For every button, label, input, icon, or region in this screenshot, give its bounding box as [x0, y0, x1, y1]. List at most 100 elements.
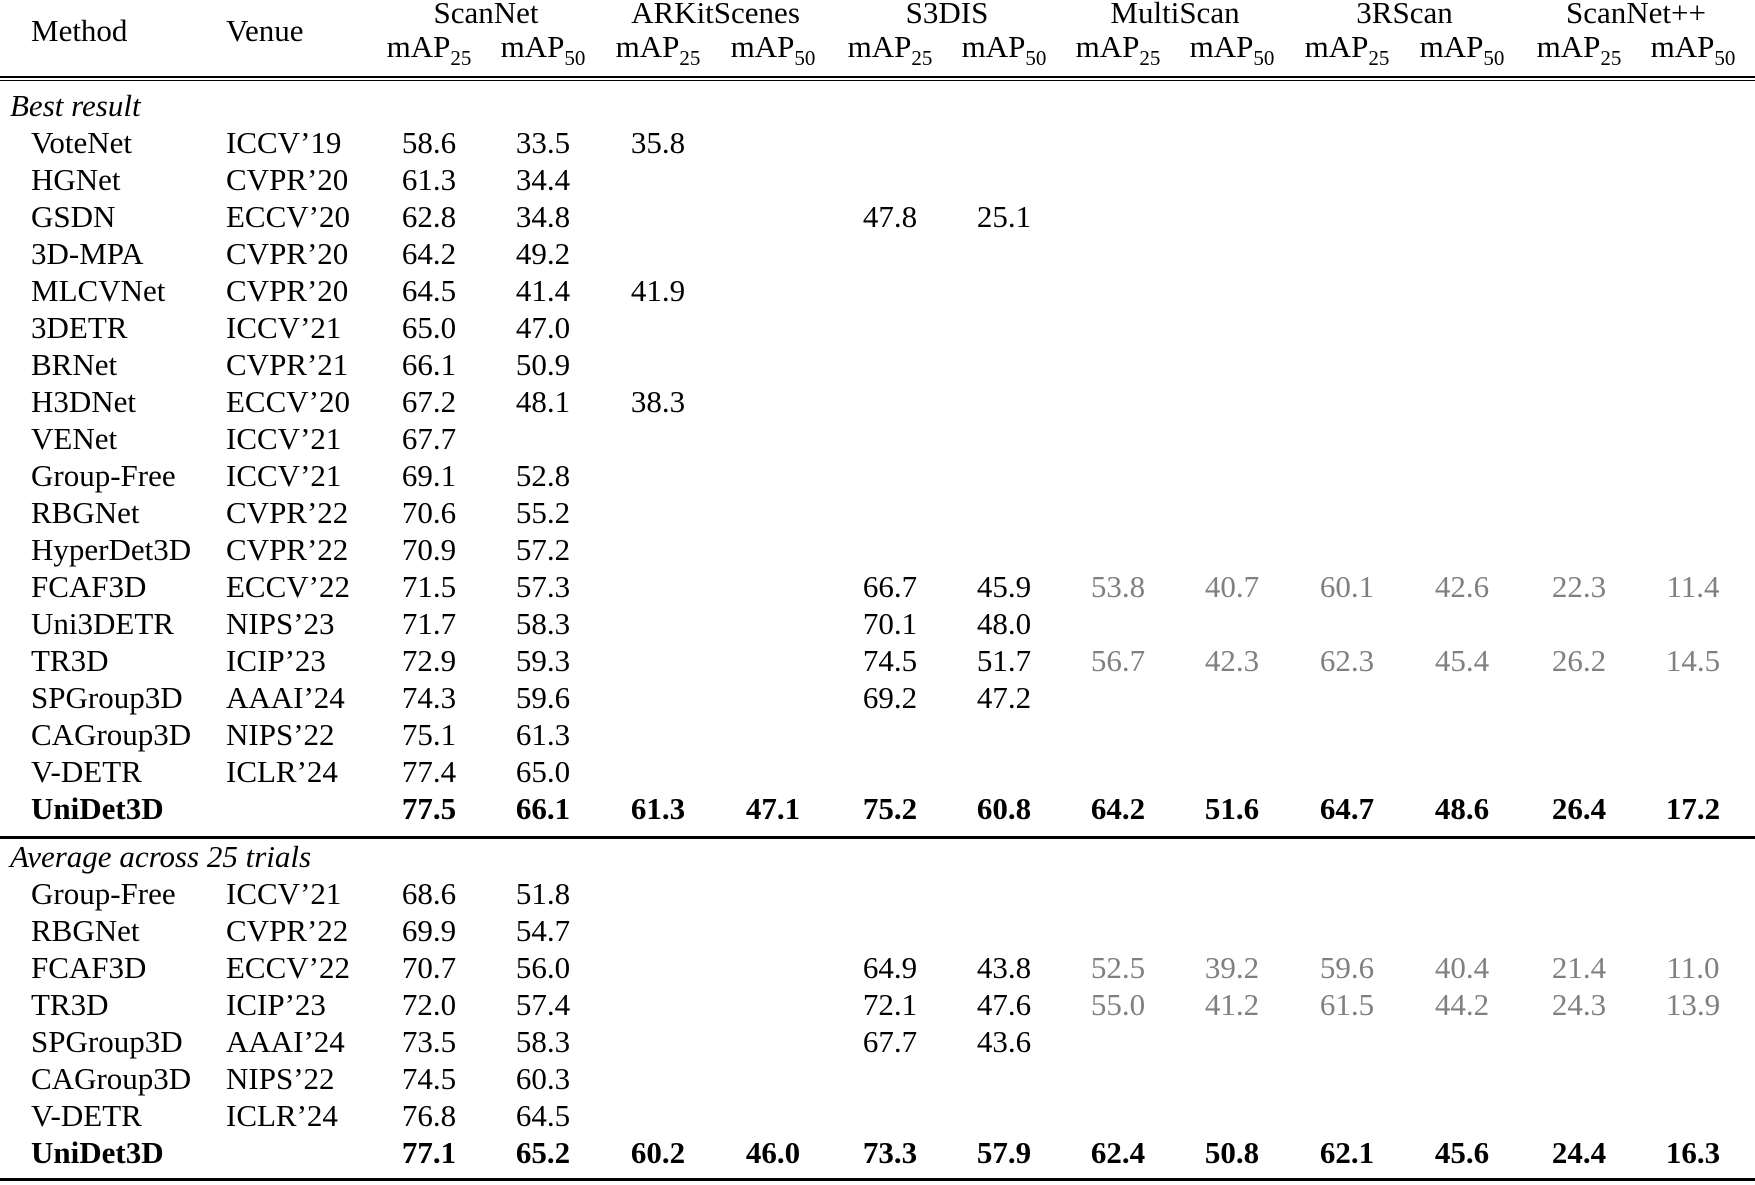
- value-cell: 77.5: [401, 791, 457, 826]
- value-cell: 34.4: [515, 162, 571, 197]
- venue: ICLR’24: [226, 1098, 338, 1133]
- value-cell: 56.7: [1090, 643, 1146, 678]
- value-cell: 33.5: [515, 125, 571, 160]
- venue: ECCV’22: [226, 950, 350, 985]
- venue: ECCV’20: [226, 384, 350, 419]
- header-method: Method: [31, 13, 128, 48]
- method-name: Group-Free: [31, 876, 176, 911]
- bottom-rule: [0, 1178, 1755, 1181]
- value-cell: 26.2: [1551, 643, 1607, 678]
- method-name: Group-Free: [31, 458, 176, 493]
- value-cell: 74.5: [862, 643, 918, 678]
- venue: CVPR’22: [226, 913, 349, 948]
- value-cell: 62.3: [1319, 643, 1375, 678]
- value-cell: 58.3: [515, 606, 571, 641]
- venue: CVPR’22: [226, 495, 349, 530]
- metric-label: mAP: [961, 29, 1026, 64]
- value-cell: 45.6: [1434, 1135, 1490, 1170]
- metric-subscript: 25: [1139, 46, 1161, 70]
- metric-subscript: 50: [564, 46, 586, 70]
- metric-label: mAP: [615, 29, 680, 64]
- value-cell: 16.3: [1665, 1135, 1721, 1170]
- value-cell: 51.6: [1204, 791, 1260, 826]
- value-cell: 60.1: [1319, 569, 1375, 604]
- method-name: Uni3DETR: [31, 606, 174, 641]
- value-cell: 45.9: [976, 569, 1032, 604]
- value-cell: 47.6: [976, 987, 1032, 1022]
- value-cell: 50.8: [1204, 1135, 1260, 1170]
- value-cell: 48.1: [515, 384, 571, 419]
- value-cell: 50.9: [515, 347, 571, 382]
- value-cell: 43.8: [976, 950, 1032, 985]
- header-venue: Venue: [226, 13, 304, 48]
- value-cell: 39.2: [1204, 950, 1260, 985]
- venue: AAAI’24: [226, 680, 345, 715]
- value-cell: 48.6: [1434, 791, 1490, 826]
- metric-subscript: 25: [679, 46, 701, 70]
- value-cell: 54.7: [515, 913, 571, 948]
- value-cell: 60.8: [976, 791, 1032, 826]
- header-metric: mAP50: [1190, 28, 1275, 70]
- value-cell: 41.9: [630, 273, 686, 308]
- method-name: H3DNet: [31, 384, 137, 419]
- header-metric: mAP25: [387, 28, 472, 70]
- header-metric: mAP50: [730, 28, 816, 70]
- venue: ICIP’23: [226, 643, 326, 678]
- header-metric: mAP25: [615, 28, 701, 70]
- value-cell: 59.6: [1319, 950, 1375, 985]
- value-cell: 61.3: [515, 717, 571, 752]
- value-cell: 42.3: [1204, 643, 1260, 678]
- value-cell: 67.7: [862, 1024, 918, 1059]
- metric-subscript: 50: [1025, 46, 1047, 70]
- value-cell: 62.1: [1319, 1135, 1375, 1170]
- value-cell: 53.8: [1090, 569, 1146, 604]
- method-name: FCAF3D: [31, 569, 147, 604]
- value-cell: 51.8: [515, 876, 571, 911]
- venue: ICCV’21: [226, 458, 342, 493]
- method-name: HGNet: [31, 162, 121, 197]
- metric-label: mAP: [1304, 29, 1369, 64]
- value-cell: 66.1: [401, 347, 457, 382]
- method-name: SPGroup3D: [31, 1024, 183, 1059]
- method-name: VENet: [31, 421, 118, 456]
- value-cell: 69.1: [401, 458, 457, 493]
- value-cell: 11.4: [1666, 569, 1720, 604]
- metric-label: mAP: [1075, 29, 1140, 64]
- header-metric: mAP50: [1651, 28, 1736, 70]
- value-cell: 61.3: [401, 162, 457, 197]
- value-cell: 57.3: [515, 569, 571, 604]
- venue: CVPR’21: [226, 347, 349, 382]
- header-dataset: S3DIS: [905, 0, 989, 30]
- metric-label: mAP: [1536, 29, 1601, 64]
- value-cell: 73.5: [401, 1024, 457, 1059]
- metric-label: mAP: [730, 29, 795, 64]
- value-cell: 52.5: [1090, 950, 1146, 985]
- value-cell: 64.2: [1090, 791, 1146, 826]
- value-cell: 47.1: [745, 791, 801, 826]
- value-cell: 75.2: [862, 791, 918, 826]
- method-name: RBGNet: [31, 913, 140, 948]
- method-name: 3DETR: [31, 310, 128, 345]
- method-name: TR3D: [31, 987, 109, 1022]
- value-cell: 70.9: [401, 532, 457, 567]
- value-cell: 69.9: [401, 913, 457, 948]
- value-cell: 65.0: [401, 310, 457, 345]
- section-title: Average across 25 trials: [10, 839, 312, 874]
- value-cell: 57.2: [515, 532, 571, 567]
- value-cell: 69.2: [862, 680, 918, 715]
- header-metric: mAP25: [1075, 28, 1161, 70]
- value-cell: 55.0: [1090, 987, 1146, 1022]
- value-cell: 62.4: [1090, 1135, 1146, 1170]
- metric-subscript: 25: [911, 46, 933, 70]
- value-cell: 75.1: [401, 717, 457, 752]
- value-cell: 24.3: [1551, 987, 1607, 1022]
- value-cell: 41.4: [515, 273, 571, 308]
- header-dataset: MultiScan: [1110, 0, 1240, 30]
- venue: NIPS’22: [226, 1061, 335, 1096]
- value-cell: 72.9: [401, 643, 457, 678]
- value-cell: 25.1: [976, 199, 1032, 234]
- header-metric: mAP25: [848, 28, 933, 70]
- value-cell: 17.2: [1665, 791, 1721, 826]
- venue: ICCV’21: [226, 421, 342, 456]
- method-name: V-DETR: [31, 1098, 142, 1133]
